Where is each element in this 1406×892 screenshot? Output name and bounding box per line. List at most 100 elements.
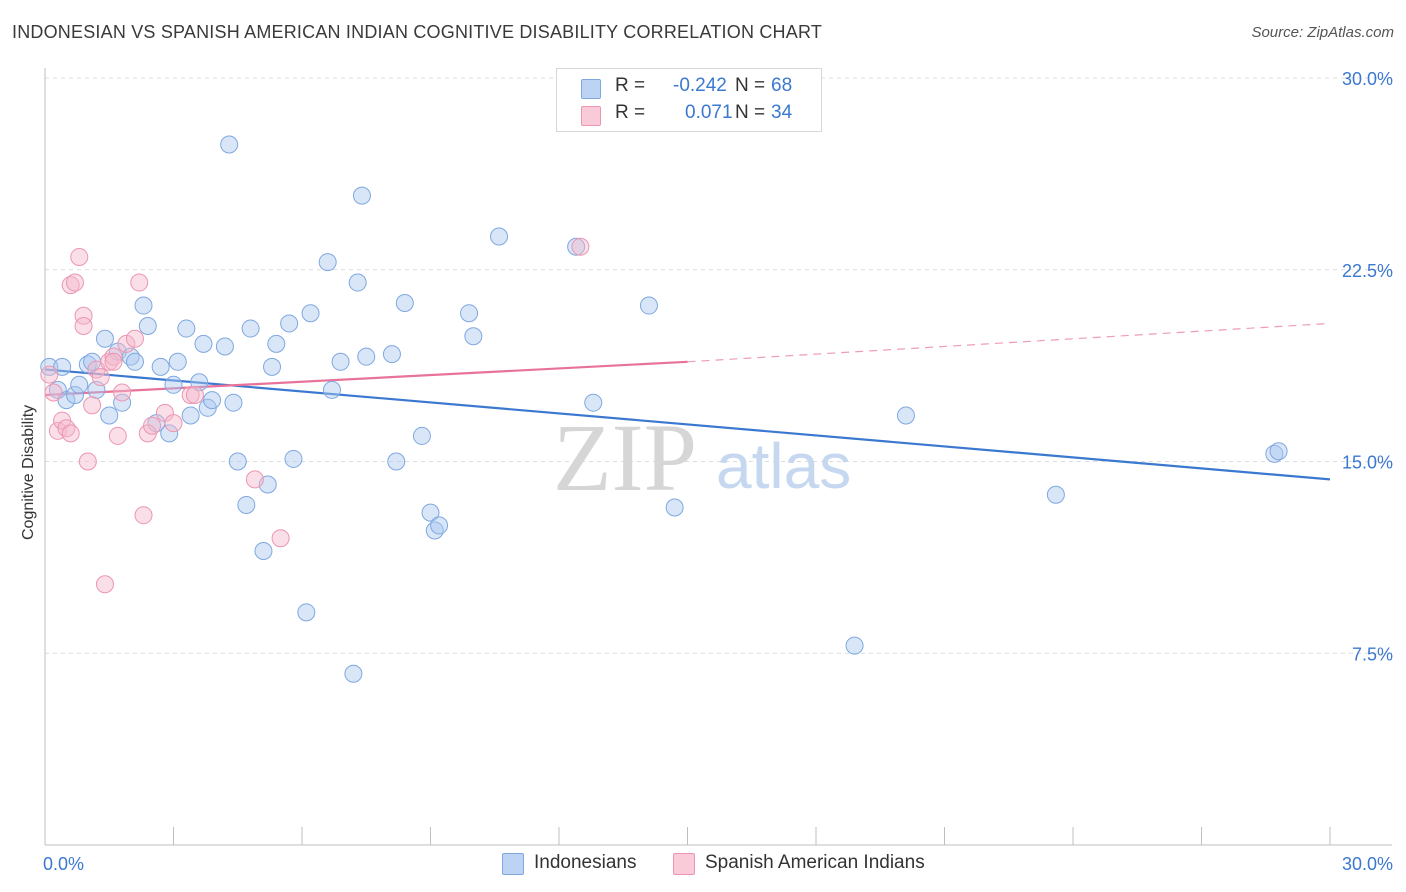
points-layer bbox=[40, 135, 1288, 683]
point-spanish-american-indians bbox=[571, 237, 590, 256]
point-indonesians bbox=[639, 296, 658, 315]
legend-swatch-indonesians bbox=[581, 79, 601, 99]
point-indonesians bbox=[177, 319, 196, 338]
point-indonesians bbox=[344, 664, 363, 683]
tick-label-layer: 7.5% 15.0% 22.5% 30.0% 0.0% 30.0% bbox=[43, 69, 1393, 874]
point-indonesians bbox=[896, 406, 915, 425]
point-indonesians bbox=[168, 352, 187, 371]
point-indonesians bbox=[357, 347, 376, 366]
point-indonesians bbox=[490, 227, 509, 246]
legend-n-label: N = bbox=[735, 75, 766, 96]
point-indonesians bbox=[297, 603, 316, 622]
y-tick-label: 7.5% bbox=[1352, 644, 1393, 664]
point-indonesians bbox=[138, 316, 157, 335]
point-spanish-american-indians bbox=[95, 575, 114, 594]
legend-swatch-spanish-american-indians bbox=[581, 106, 601, 126]
point-indonesians bbox=[134, 296, 153, 315]
point-indonesians bbox=[464, 327, 483, 346]
point-indonesians bbox=[151, 357, 170, 376]
point-spanish-american-indians bbox=[70, 247, 89, 266]
point-indonesians bbox=[224, 393, 243, 412]
point-spanish-american-indians bbox=[271, 529, 290, 548]
point-indonesians bbox=[584, 393, 603, 412]
point-indonesians bbox=[301, 304, 320, 323]
point-spanish-american-indians bbox=[164, 414, 183, 433]
x-tick-label: 30.0% bbox=[1342, 854, 1393, 874]
chart-title: INDONESIAN VS SPANISH AMERICAN INDIAN CO… bbox=[12, 22, 823, 42]
bottom-legend-label-spanish-american-indians: Spanish American Indians bbox=[705, 852, 925, 873]
point-spanish-american-indians bbox=[61, 424, 80, 443]
point-spanish-american-indians bbox=[181, 386, 200, 405]
point-indonesians bbox=[263, 357, 282, 376]
legend-n-value: 34 bbox=[771, 102, 793, 123]
bottom-legend-label-indonesians: Indonesians bbox=[534, 852, 637, 873]
point-indonesians bbox=[254, 541, 273, 560]
x-tick-label: 0.0% bbox=[43, 854, 84, 874]
point-indonesians bbox=[181, 406, 200, 425]
trend-line-spanish-american-indians bbox=[44, 360, 688, 397]
point-spanish-american-indians bbox=[91, 368, 110, 387]
point-indonesians bbox=[237, 495, 256, 514]
point-indonesians bbox=[125, 352, 144, 371]
point-spanish-american-indians bbox=[130, 273, 149, 292]
point-indonesians bbox=[284, 449, 303, 468]
point-spanish-american-indians bbox=[143, 416, 162, 435]
point-spanish-american-indians bbox=[40, 365, 59, 384]
point-spanish-american-indians bbox=[65, 273, 84, 292]
point-indonesians bbox=[280, 314, 299, 333]
watermark-zip: ZIP bbox=[553, 404, 697, 511]
point-indonesians bbox=[40, 357, 59, 376]
source-label: Source: ZipAtlas.com bbox=[1251, 24, 1394, 41]
point-indonesians bbox=[460, 304, 479, 323]
legend-r-label: R = bbox=[615, 102, 646, 123]
point-indonesians bbox=[220, 135, 239, 154]
legend-r-label: R = bbox=[615, 75, 646, 96]
bottom-legend-swatch-spanish-american-indians bbox=[673, 853, 695, 875]
legend-n-value: 68 bbox=[771, 75, 793, 96]
axes-layer bbox=[44, 68, 1392, 846]
point-spanish-american-indians bbox=[104, 352, 123, 371]
y-axis-label-text: Cognitive Disability bbox=[20, 404, 37, 540]
point-indonesians bbox=[430, 516, 449, 535]
point-spanish-american-indians bbox=[125, 329, 144, 348]
point-indonesians bbox=[203, 391, 222, 410]
point-indonesians bbox=[395, 293, 414, 312]
legend-r-value: 0.071 bbox=[685, 102, 733, 123]
point-indonesians bbox=[665, 498, 684, 517]
y-tick-label: 30.0% bbox=[1342, 69, 1393, 89]
y-tick-label: 22.5% bbox=[1342, 261, 1393, 281]
point-indonesians bbox=[1046, 485, 1065, 504]
legend: R = -0.242 N = 68 R = 0.071 N = 34 bbox=[556, 68, 822, 132]
point-indonesians bbox=[322, 380, 341, 399]
point-spanish-american-indians bbox=[74, 316, 93, 335]
point-indonesians bbox=[241, 319, 260, 338]
watermark: ZIP atlas bbox=[553, 404, 851, 511]
point-indonesians bbox=[267, 334, 286, 353]
point-indonesians bbox=[845, 636, 864, 655]
point-spanish-american-indians bbox=[104, 347, 123, 366]
point-indonesians bbox=[387, 452, 406, 471]
point-spanish-american-indians bbox=[245, 470, 264, 489]
y-tick-label: 15.0% bbox=[1342, 453, 1393, 473]
point-indonesians bbox=[215, 337, 234, 356]
legend-r-value: -0.242 bbox=[673, 75, 727, 96]
point-spanish-american-indians bbox=[44, 383, 63, 402]
point-indonesians bbox=[348, 273, 367, 292]
grid-layer bbox=[45, 77, 1392, 654]
point-indonesians bbox=[70, 375, 89, 394]
point-spanish-american-indians bbox=[108, 426, 127, 445]
point-indonesians bbox=[352, 186, 371, 205]
point-spanish-american-indians bbox=[78, 452, 97, 471]
point-indonesians bbox=[567, 237, 586, 256]
trend-line-spanish-american-indians-extension bbox=[687, 322, 1331, 363]
point-indonesians bbox=[164, 375, 183, 394]
point-indonesians bbox=[421, 503, 440, 522]
trend-layer bbox=[44, 322, 1331, 481]
point-spanish-american-indians bbox=[117, 334, 136, 353]
legend-n-label: N = bbox=[735, 102, 766, 123]
point-indonesians bbox=[412, 426, 431, 445]
point-spanish-american-indians bbox=[185, 386, 204, 405]
point-spanish-american-indians bbox=[74, 306, 93, 325]
point-indonesians bbox=[1269, 442, 1288, 461]
watermark-atlas: atlas bbox=[716, 430, 851, 502]
